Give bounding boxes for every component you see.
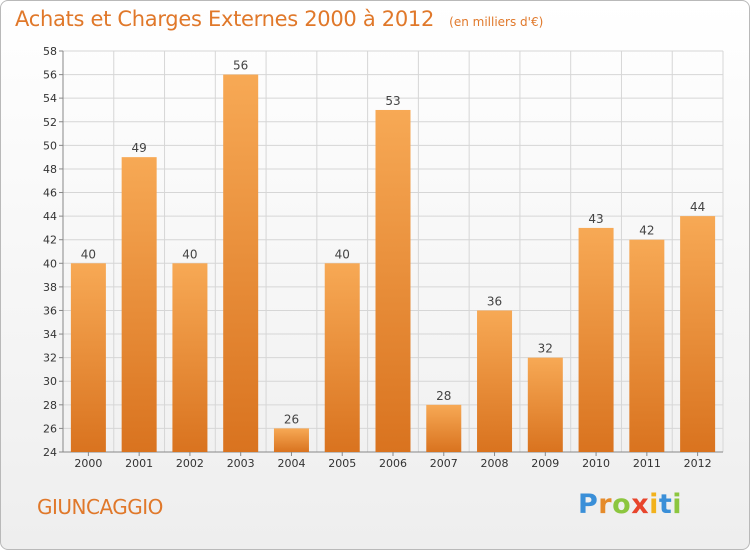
bar [426, 404, 462, 452]
labels: 24 26 28 30 32 34 36 38 40 42 44 46 48 50 52 54 56 58 40 20… [43, 45, 712, 470]
y-tick-label: 24 [43, 446, 57, 459]
bar [477, 310, 513, 452]
bar [70, 263, 106, 452]
x-tick-label: 2007 [430, 457, 458, 470]
x-tick-label: 2002 [176, 457, 204, 470]
logo-letter: P [578, 489, 599, 520]
x-tick-label: 2008 [481, 457, 509, 470]
y-tick-label: 34 [43, 328, 57, 341]
y-tick-label: 46 [43, 187, 57, 200]
bar-value-label: 36 [487, 294, 502, 308]
x-tick-label: 2001 [125, 457, 153, 470]
bar-value-label: 28 [436, 389, 451, 403]
bar [375, 109, 411, 453]
y-tick-label: 44 [43, 210, 57, 223]
bar [121, 157, 157, 452]
y-tick-label: 52 [43, 116, 57, 129]
x-tick-label: 2005 [328, 457, 356, 470]
x-tick-label: 2009 [531, 457, 559, 470]
y-tick-label: 28 [43, 399, 57, 412]
y-tick-label: 54 [43, 92, 57, 105]
bar [680, 216, 716, 452]
bar-value-label: 32 [538, 342, 553, 356]
proxiti-logo[interactable]: Proxiti [578, 489, 682, 520]
x-tick-label: 2006 [379, 457, 407, 470]
chart-title: Achats et Charges Externes 2000 à 2012 [15, 7, 435, 31]
bar-value-label: 53 [385, 94, 400, 108]
bar [172, 263, 208, 452]
logo-letter: i [672, 489, 683, 520]
x-tick-label: 2000 [74, 457, 102, 470]
logo-letter: x [631, 489, 650, 520]
bar-value-label: 56 [233, 59, 248, 73]
bar [527, 357, 563, 452]
x-tick-label: 2011 [633, 457, 661, 470]
bar-value-label: 26 [284, 412, 299, 426]
bar [223, 74, 259, 453]
y-tick-label: 58 [43, 45, 57, 58]
y-tick-label: 26 [43, 422, 57, 435]
bar [629, 239, 665, 452]
bars [70, 74, 716, 453]
x-tick-label: 2004 [277, 457, 305, 470]
y-tick-label: 56 [43, 69, 57, 82]
logo-letter: t [658, 489, 673, 520]
y-tick-label: 36 [43, 304, 57, 317]
y-tick-label: 32 [43, 352, 57, 365]
y-tick-label: 42 [43, 234, 57, 247]
bar-value-label: 40 [81, 247, 96, 261]
y-tick-label: 40 [43, 257, 57, 270]
y-tick-label: 50 [43, 139, 57, 152]
bar-value-label: 43 [588, 212, 603, 226]
commune-name: GIUNCAGGIO [37, 495, 163, 519]
bar-value-label: 44 [690, 200, 705, 214]
bar-value-label: 42 [639, 224, 654, 238]
bar-value-label: 40 [182, 247, 197, 261]
title-row: Achats et Charges Externes 2000 à 2012 (… [15, 7, 543, 31]
bar [273, 428, 309, 452]
bar [324, 263, 360, 452]
x-tick-label: 2010 [582, 457, 610, 470]
y-tick-label: 48 [43, 163, 57, 176]
logo-letter: i [649, 489, 659, 520]
x-tick-label: 2012 [684, 457, 712, 470]
y-tick-label: 38 [43, 281, 57, 294]
bar-value-label: 40 [335, 247, 350, 261]
bar [578, 227, 614, 452]
logo-letter: r [598, 489, 613, 520]
x-tick-label: 2003 [227, 457, 255, 470]
y-tick-label: 30 [43, 375, 57, 388]
chart-subtitle: (en milliers d'€) [449, 15, 544, 29]
bar-value-label: 49 [132, 141, 147, 155]
logo-letter: o [612, 489, 632, 520]
